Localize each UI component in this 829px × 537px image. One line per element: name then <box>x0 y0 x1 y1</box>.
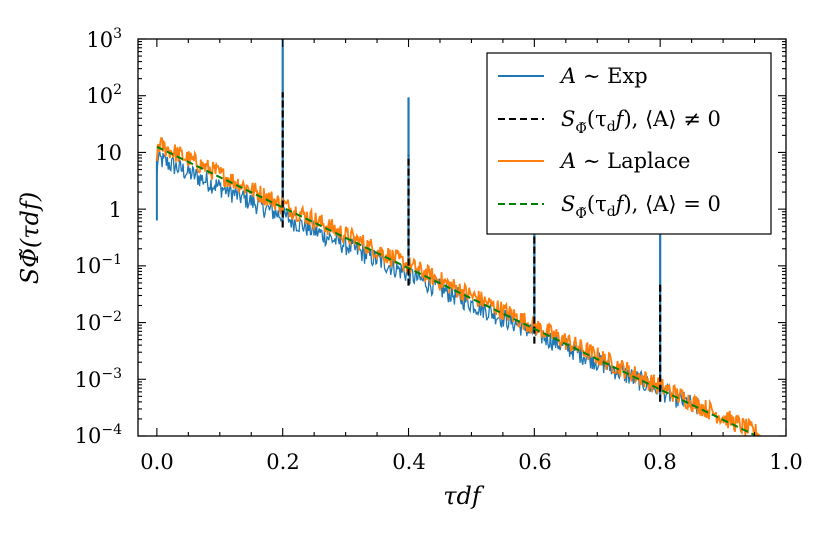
y-tick-label: 10−2 <box>75 309 122 335</box>
series-black-dashed-spikes <box>281 92 662 402</box>
y-tick-label: 10 <box>95 141 122 165</box>
x-tick-label: 0.0 <box>140 450 173 474</box>
y-tick-label: 10−3 <box>75 366 122 392</box>
x-tick-label: 0.4 <box>392 450 425 474</box>
y-tick-label: 10−1 <box>75 252 122 278</box>
x-tick-labels: 0.0 0.2 0.4 0.6 0.8 1.0 <box>140 450 802 474</box>
x-tick-label: 1.0 <box>769 450 802 474</box>
legend-label-green-dashed: SΦ̃(τdf), ⟨A⟩ = 0 <box>561 192 721 222</box>
y-axis-label: SΦ̃(τdf) <box>16 192 44 284</box>
y-tick-label: 1 <box>109 198 122 222</box>
series-layer <box>155 39 761 436</box>
legend-label-exp: A ∼ Exp <box>559 64 648 88</box>
legend-label-laplace: A ∼ Laplace <box>559 149 690 173</box>
y-tick-label: 102 <box>86 82 122 108</box>
x-tick-label: 0.8 <box>643 450 676 474</box>
x-tick-label: 0.2 <box>266 450 299 474</box>
y-tick-label: 10−4 <box>75 422 122 448</box>
series-green-dashed-line <box>156 145 755 436</box>
plot-frame <box>137 38 787 437</box>
y-tick-labels: 10−4 10−3 10−2 10−1 1 10 102 103 <box>75 26 122 448</box>
ticks-layer <box>138 38 787 437</box>
x-axis-label: τdf <box>443 482 485 510</box>
legend-label-black-dashed: SΦ̃(τdf), ⟨A⟩ ≠ 0 <box>561 107 721 137</box>
x-tick-label: 0.6 <box>518 450 551 474</box>
y-tick-label: 103 <box>86 26 122 52</box>
legend: A ∼ Exp SΦ̃(τdf), ⟨A⟩ ≠ 0 A ∼ Laplace SΦ… <box>486 52 772 235</box>
